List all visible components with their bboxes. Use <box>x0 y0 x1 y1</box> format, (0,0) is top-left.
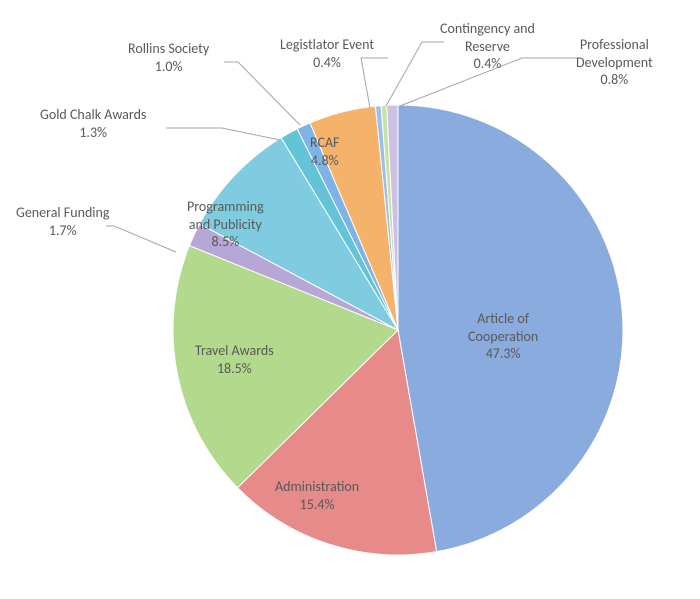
slice-pct: 0.8% <box>600 71 628 88</box>
slice-pct: 1.0% <box>155 58 183 75</box>
slice-name: Legistlator Event <box>280 36 374 53</box>
slice-label: RCAF4.8% <box>310 134 339 169</box>
slice-label: ProfessionalDevelopment0.8% <box>576 36 653 89</box>
slice-pct: 8.5% <box>211 233 239 250</box>
slice-name: Gold Chalk Awards <box>40 106 146 123</box>
leader-line <box>106 226 176 252</box>
leader-line <box>386 42 444 106</box>
slice-name: Article ofCooperation <box>468 310 538 345</box>
slice-pct: 1.7% <box>49 222 77 239</box>
slice-pct: 0.4% <box>313 54 341 71</box>
slice-name: RCAF <box>310 134 339 151</box>
slice-pct: 0.4% <box>474 55 502 72</box>
slice-name: Rollins Society <box>128 40 209 57</box>
slice-pct: 4.8% <box>311 152 339 169</box>
slice-name: General Funding <box>16 204 109 221</box>
slice-name: Administration <box>275 478 359 495</box>
slice-pct: 1.3% <box>79 124 107 141</box>
slice-label: Gold Chalk Awards1.3% <box>40 106 146 141</box>
slice-label: Programmingand Publicity8.5% <box>187 198 264 251</box>
slice-pct: 47.3% <box>486 345 521 362</box>
slice-label: Contingency andReserve0.4% <box>440 20 535 73</box>
slice-name: ProfessionalDevelopment <box>576 36 653 71</box>
slice-label: Article ofCooperation47.3% <box>468 310 538 363</box>
slice-label: General Funding1.7% <box>16 204 109 239</box>
slice-name: Travel Awards <box>195 342 274 359</box>
slice-pct: 18.5% <box>217 360 252 377</box>
slice-label: Administration15.4% <box>275 478 359 513</box>
leader-line <box>224 62 300 125</box>
slice-label: Rollins Society1.0% <box>128 40 209 75</box>
slice-name: Contingency andReserve <box>440 20 535 55</box>
slice-pct: 15.4% <box>300 496 335 513</box>
leader-line <box>166 128 280 140</box>
slice-label: Travel Awards18.5% <box>195 342 274 377</box>
slice-name: Programmingand Publicity <box>187 198 264 233</box>
slice-label: Legistlator Event0.4% <box>280 36 374 71</box>
